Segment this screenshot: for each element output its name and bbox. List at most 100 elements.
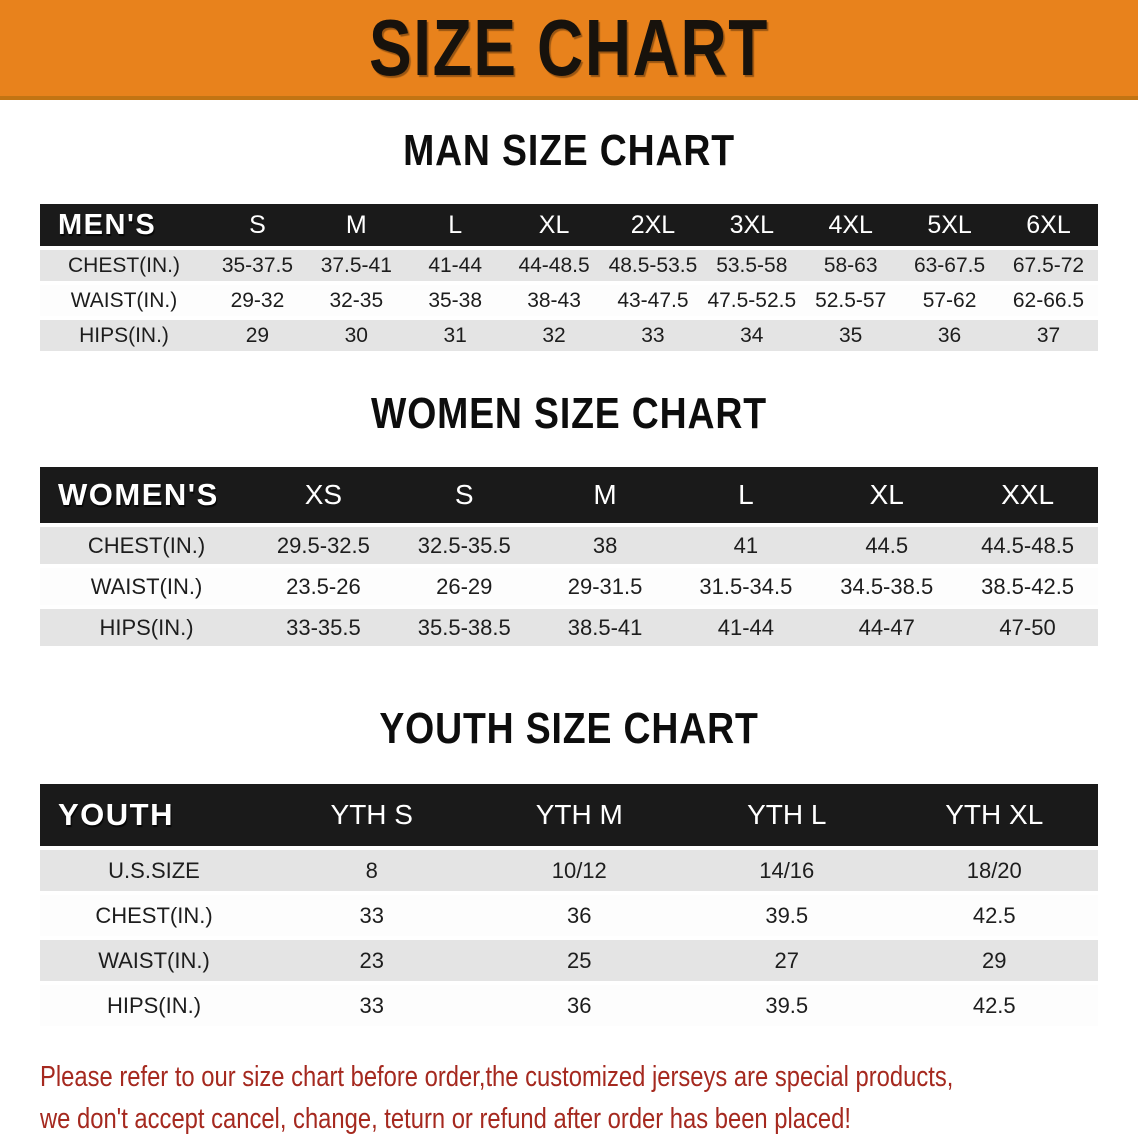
- size-value-cell: 35-38: [428, 288, 483, 312]
- size-value-cell: 32-35: [329, 288, 384, 312]
- size-value-cell: 37.5-41: [320, 253, 392, 277]
- size-value-cell: 32.5-35.5: [417, 532, 511, 558]
- size-value-cell: 35-37.5: [221, 253, 294, 277]
- size-value-cell: 42.5: [972, 902, 1016, 928]
- size-value-cell: 35.5-38.5: [417, 614, 511, 640]
- size-column-header: L: [738, 479, 754, 510]
- size-value-cell: 41-44: [428, 253, 483, 277]
- size-table: YOUTH YTH S YTH M YTH L YTH XL U.S.SIZE 8 10/12…: [40, 780, 1098, 1030]
- size-column-header: YTH M: [535, 799, 623, 830]
- size-value-cell: 44-48.5: [518, 253, 590, 277]
- table-header-row: WOMEN'S XS S M L XL XXL: [40, 467, 1098, 523]
- women-size-section: WOMEN SIZE CHART WOMEN'S XS S M L XL XXL CHEST(I…: [40, 389, 1098, 650]
- row-label: CHEST(IN.): [87, 532, 206, 558]
- row-label: U.S.SIZE: [108, 857, 200, 883]
- size-value-cell: 35: [839, 323, 863, 347]
- row-label: HIPS(IN.): [99, 614, 194, 640]
- size-value-cell: 44.5: [865, 532, 909, 558]
- size-column-header: 3XL: [729, 210, 775, 239]
- section-heading: MAN SIZE CHART: [403, 126, 735, 175]
- banner: SIZE CHART: [0, 0, 1138, 100]
- size-value-cell: 53.5-58: [716, 253, 788, 277]
- size-value-cell: 18/20: [966, 857, 1022, 883]
- size-column-header: XL: [538, 210, 570, 239]
- size-column-header: YTH XL: [945, 799, 1044, 830]
- size-column-header: M: [593, 479, 617, 510]
- size-value-cell: 29-32: [230, 288, 285, 312]
- section-heading: WOMEN SIZE CHART: [371, 389, 767, 438]
- disclaimer: Please refer to our size chart before or…: [40, 1056, 1098, 1140]
- size-value-cell: 38.5-42.5: [981, 573, 1075, 599]
- size-table: WOMEN'S XS S M L XL XXL CHEST(IN.) 29.5-32.5 32.5…: [40, 463, 1098, 650]
- size-value-cell: 47-50: [999, 614, 1056, 640]
- size-column-header: 4XL: [828, 210, 873, 239]
- size-value-cell: 33: [359, 992, 384, 1018]
- size-value-cell: 26-29: [436, 573, 493, 599]
- size-column-header: S: [454, 479, 474, 510]
- row-label: HIPS(IN.): [106, 992, 202, 1018]
- size-value-cell: 52.5-57: [815, 288, 887, 312]
- size-column-header: XS: [304, 479, 343, 510]
- size-column-header: YTH L: [747, 799, 827, 830]
- size-column-header: M: [345, 210, 367, 239]
- table-row: WAIST(IN.) 23.5-26 26-29 29-31.5 31.5-34.5 34…: [40, 568, 1098, 605]
- table-row: CHEST(IN.) 33 36 39.5 42.5: [40, 895, 1098, 936]
- row-label: WAIST(IN.): [90, 573, 203, 599]
- size-value-cell: 57-62: [922, 288, 977, 312]
- size-table: MEN'S S M L XL 2XL 3XL 4XL 5XL 6XL CHEST(IN.) 35-37…: [40, 200, 1098, 355]
- size-column-header: 2XL: [630, 210, 676, 239]
- size-value-cell: 39.5: [765, 902, 809, 928]
- size-value-cell: 31: [443, 323, 467, 347]
- size-chart-content: MAN SIZE CHART MEN'S S M L XL 2XL 3XL 4XL 5XL 6XL C…: [0, 126, 1138, 1140]
- size-value-cell: 33: [359, 902, 384, 928]
- row-label: CHEST(IN.): [68, 253, 180, 277]
- size-column-header: 5XL: [927, 210, 972, 239]
- size-value-cell: 48.5-53.5: [608, 253, 698, 277]
- table-row: WAIST(IN.) 23 25 27 29: [40, 940, 1098, 981]
- row-label: WAIST(IN.): [70, 288, 178, 312]
- size-value-cell: 67.5-72: [1012, 253, 1085, 277]
- size-value-cell: 23.5-26: [286, 573, 361, 599]
- size-value-cell: 41-44: [717, 614, 775, 640]
- size-value-cell: 44.5-48.5: [981, 532, 1075, 558]
- disclaimer-line-2: we don't accept cancel, change, teturn o…: [40, 1103, 851, 1135]
- size-value-cell: 38-43: [527, 288, 581, 312]
- table-header-row: YOUTH YTH S YTH M YTH L YTH XL: [40, 784, 1098, 846]
- size-value-cell: 37: [1036, 323, 1061, 347]
- size-column-header: XXL: [1001, 479, 1055, 510]
- youth-size-section: YOUTH SIZE CHART YOUTH YTH S YTH M YTH L YTH …: [40, 704, 1098, 1030]
- size-value-cell: 34: [740, 323, 764, 347]
- size-value-cell: 30: [344, 323, 368, 347]
- size-value-cell: 36: [567, 992, 592, 1018]
- page-title: SIZE CHART: [369, 3, 769, 92]
- section-heading: YOUTH SIZE CHART: [379, 704, 759, 753]
- size-column-header: XL: [869, 479, 904, 510]
- table-row: CHEST(IN.) 29.5-32.5 32.5-35.5 38 41 44.5 44.5…: [40, 527, 1098, 564]
- size-column-header: S: [249, 210, 266, 239]
- table-row: HIPS(IN.) 33 36 39.5 42.5: [40, 985, 1098, 1026]
- size-column-header: YTH S: [330, 799, 413, 830]
- table-row: WAIST(IN.) 29-32 32-35 35-38 38-43 43-47.5 47.…: [40, 285, 1098, 316]
- size-value-cell: 34.5-38.5: [840, 573, 934, 599]
- size-value-cell: 43-47.5: [617, 288, 689, 312]
- size-value-cell: 29.5-32.5: [276, 532, 370, 558]
- table-row: CHEST(IN.) 35-37.5 37.5-41 41-44 44-48.5 48.5…: [40, 250, 1098, 281]
- size-value-cell: 47.5-52.5: [707, 288, 797, 312]
- size-column-header: 6XL: [1026, 210, 1071, 239]
- table-row: U.S.SIZE 8 10/12 14/16 18/20: [40, 850, 1098, 891]
- size-value-cell: 10/12: [551, 857, 607, 883]
- table-header-row: MEN'S S M L XL 2XL 3XL 4XL 5XL 6XL: [40, 204, 1098, 246]
- table-corner-label: MEN'S: [58, 208, 157, 241]
- size-value-cell: 29: [245, 323, 270, 347]
- size-value-cell: 36: [937, 323, 962, 347]
- row-label: HIPS(IN.): [79, 323, 169, 347]
- disclaimer-line-1: Please refer to our size chart before or…: [40, 1061, 954, 1093]
- size-value-cell: 31.5-34.5: [699, 573, 793, 599]
- size-value-cell: 62-66.5: [1012, 288, 1085, 312]
- size-value-cell: 36: [567, 902, 592, 928]
- size-value-cell: 42.5: [972, 992, 1016, 1018]
- row-label: CHEST(IN.): [95, 902, 213, 928]
- size-value-cell: 33-35.5: [286, 614, 361, 640]
- size-value-cell: 63-67.5: [913, 253, 986, 277]
